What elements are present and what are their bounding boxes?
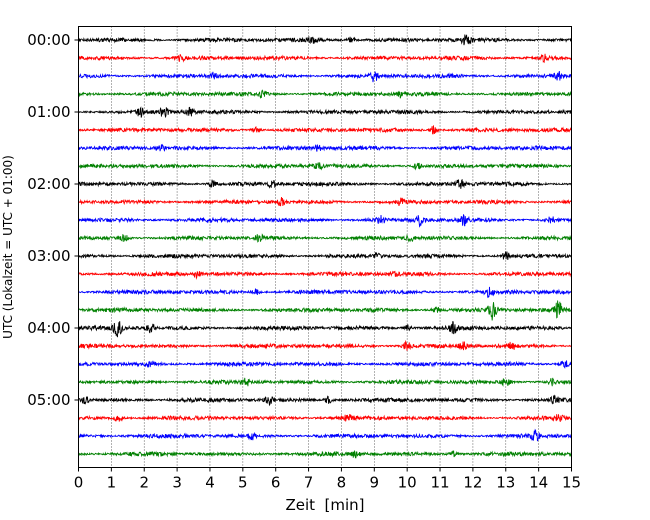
x-tick-label: 7 xyxy=(304,474,314,492)
x-tick-label: 5 xyxy=(238,474,248,492)
x-axis-ticks: 0 1 2 3 4 5 6 7 8 9 10 11 12 13 14 15 xyxy=(74,467,581,492)
x-tick-label: 11 xyxy=(430,474,449,492)
y-tick-label: 04:00 xyxy=(27,319,70,337)
x-tick-label: 8 xyxy=(337,474,347,492)
y-tick-label: 01:00 xyxy=(27,103,70,121)
x-tick-label: 0 xyxy=(74,474,84,492)
x-tick-label: 10 xyxy=(398,474,417,492)
trace-0200 xyxy=(78,179,572,189)
x-tick-label: 6 xyxy=(271,474,281,492)
x-tick-label: 14 xyxy=(529,474,548,492)
trace-0530 xyxy=(78,428,572,442)
trace-0430 xyxy=(78,360,572,369)
trace-0230 xyxy=(78,214,572,228)
trace-0515 xyxy=(78,414,572,422)
trace-0130 xyxy=(78,143,572,152)
x-tick-label: 2 xyxy=(139,474,149,492)
trace-0015 xyxy=(78,53,572,64)
trace-0330 xyxy=(78,286,572,299)
x-tick-label: 12 xyxy=(463,474,482,492)
y-tick-label: 02:00 xyxy=(27,175,70,193)
x-tick-label: 15 xyxy=(562,474,581,492)
y-tick-label: 00:00 xyxy=(27,31,70,49)
trace-0315 xyxy=(78,270,572,280)
plot-frame xyxy=(78,26,572,468)
y-axis-ticks: 00:00 01:00 02:00 03:00 04:00 05:00 xyxy=(27,31,79,409)
trace-0445 xyxy=(78,377,572,387)
trace-0000 xyxy=(78,34,572,46)
y-tick-label: 03:00 xyxy=(27,247,70,265)
trace-0345 xyxy=(78,300,572,321)
x-tick-label: 1 xyxy=(107,474,117,492)
trace-0400 xyxy=(78,321,572,338)
x-axis-label: Zeit [min] xyxy=(285,496,364,514)
trace-0100 xyxy=(78,106,572,119)
trace-0030 xyxy=(78,71,572,83)
x-tick-label: 4 xyxy=(205,474,215,492)
trace-0245 xyxy=(78,233,572,243)
x-tick-label: 13 xyxy=(496,474,515,492)
trace-0415 xyxy=(78,339,572,351)
trace-0300 xyxy=(78,251,572,260)
y-tick-label: 05:00 xyxy=(27,391,70,409)
trace-0115 xyxy=(78,125,572,135)
x-tick-label: 3 xyxy=(172,474,182,492)
trace-0545 xyxy=(78,450,572,459)
y-axis-label: UTC (Lokalzeit = UTC + 01:00) xyxy=(1,155,15,339)
trace-0500 xyxy=(78,394,572,407)
trace-0145 xyxy=(78,162,572,171)
trace-0215 xyxy=(78,197,572,207)
seismic-traces xyxy=(78,34,572,459)
x-tick-label: 9 xyxy=(370,474,380,492)
trace-0045 xyxy=(78,89,572,99)
